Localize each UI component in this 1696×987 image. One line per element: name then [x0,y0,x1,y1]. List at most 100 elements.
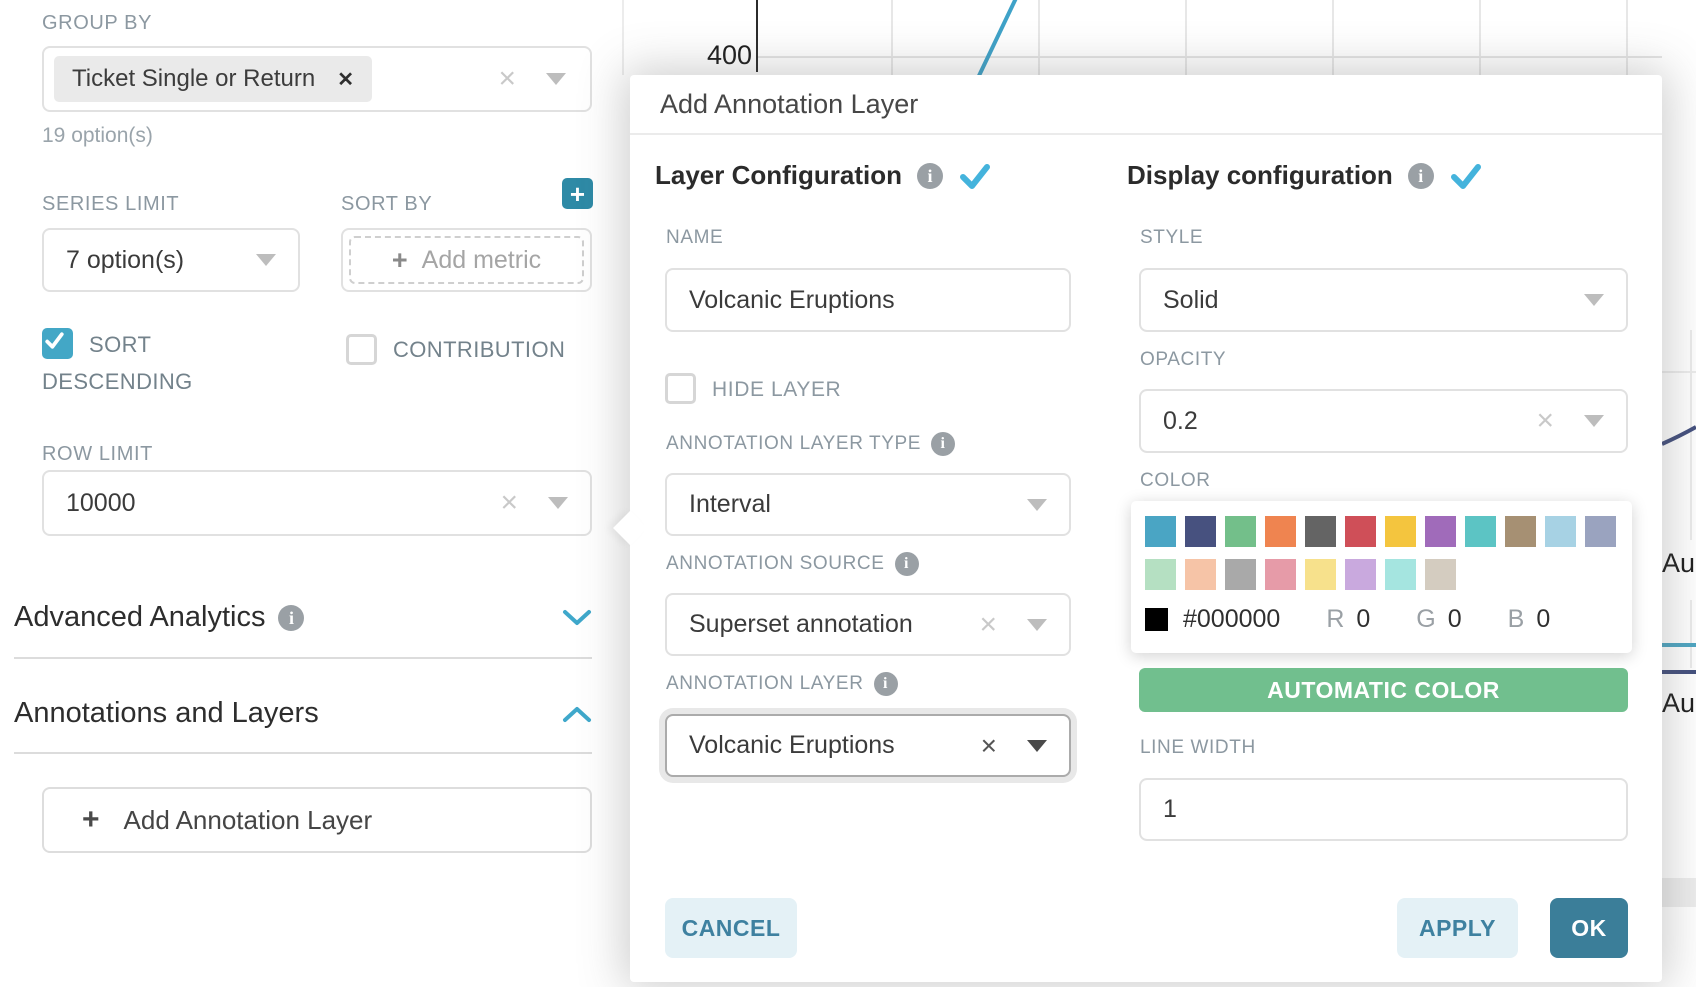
color-swatch[interactable] [1305,559,1336,590]
chart-line-navy-top [1661,425,1696,446]
color-swatch[interactable] [1385,516,1416,547]
chevron-down-icon[interactable] [548,497,568,509]
color-swatch[interactable] [1545,516,1576,547]
remove-tag-icon[interactable]: ✕ [337,68,354,91]
automatic-color-button[interactable]: AUTOMATIC COLOR [1139,668,1628,712]
add-metric-placeholder: Add metric [421,245,542,274]
color-swatch[interactable] [1145,516,1176,547]
green-channel-label: G [1416,605,1436,633]
color-swatch[interactable] [1185,559,1216,590]
contribution-label: CONTRIBUTION [393,337,566,362]
color-swatch[interactable] [1225,559,1256,590]
color-values-row: #000000 R 0 G 0 B 0 [1145,605,1618,634]
series-limit-select[interactable]: 7 option(s) [42,228,300,292]
color-swatch[interactable] [1425,516,1456,547]
green-channel-value[interactable]: 0 [1447,605,1462,633]
chevron-down-icon[interactable] [546,73,566,85]
chevron-down-icon[interactable] [256,254,276,266]
color-swatch[interactable] [1385,559,1416,590]
info-icon[interactable]: i [894,552,919,576]
chevron-down-icon[interactable] [1027,739,1047,752]
ok-button[interactable]: OK [1550,898,1628,958]
name-input[interactable]: Volcanic Eruptions [665,268,1071,332]
info-icon[interactable]: i [278,604,305,631]
group-by-select[interactable]: Ticket Single or Return ✕ × [42,46,592,112]
annotation-layer-type-label: ANNOTATION LAYER TYPE i [666,432,956,456]
info-icon[interactable]: i [873,672,898,696]
row-limit-value: 10000 [66,488,136,517]
annotation-layer-type-select[interactable]: Interval [665,473,1071,536]
color-swatch[interactable] [1505,516,1536,547]
clear-icon[interactable]: × [980,729,997,761]
advanced-analytics-section-header[interactable]: Advanced Analytics i [14,601,592,634]
sort-by-field: + Add metric [341,228,592,292]
group-by-tag[interactable]: Ticket Single or Return ✕ [54,56,372,102]
opacity-select[interactable]: 0.2 × [1139,389,1628,453]
clear-icon[interactable]: × [498,62,516,95]
annotations-section-header[interactable]: Annotations and Layers [14,697,592,730]
color-swatch[interactable] [1265,516,1296,547]
cancel-button[interactable]: CANCEL [665,898,797,958]
style-select[interactable]: Solid [1139,268,1628,332]
chart-area-right: Aug Aug [1661,0,1696,982]
add-annotation-layer-popover: Add Annotation Layer Layer Configuration… [613,75,1662,982]
sort-by-label: SORT BY [341,193,433,215]
add-metric-plus-button[interactable]: + [562,178,593,209]
add-metric-button[interactable]: + Add metric [349,236,584,284]
chevron-down-icon[interactable] [562,609,592,627]
group-by-options-hint: 19 option(s) [42,124,153,147]
name-value: Volcanic Eruptions [689,285,895,314]
group-by-label: GROUP BY [42,12,153,34]
series-limit-value: 7 option(s) [66,245,185,274]
chart-line-blue [974,0,1018,83]
contribution-checkbox[interactable] [346,334,377,365]
line-width-input[interactable]: 1 [1139,778,1628,841]
chevron-up-icon[interactable] [562,705,592,723]
red-channel-value[interactable]: 0 [1356,605,1371,633]
name-label: NAME [666,227,724,248]
info-icon[interactable]: i [931,432,956,456]
display-configuration-header: Display configuration i [1127,160,1483,191]
blue-channel-value[interactable]: 0 [1536,605,1551,633]
color-swatch[interactable] [1345,559,1376,590]
info-icon[interactable]: i [917,162,944,189]
hex-value[interactable]: #000000 [1183,605,1281,633]
color-label: COLOR [1140,470,1211,491]
chevron-down-icon[interactable] [1584,415,1604,427]
hide-layer-label: HIDE LAYER [712,378,842,401]
color-swatch[interactable] [1585,516,1616,547]
color-swatch[interactable] [1305,516,1336,547]
color-swatch[interactable] [1345,516,1376,547]
color-swatch[interactable] [1145,559,1176,590]
color-swatch[interactable] [1265,559,1296,590]
modal-header: Add Annotation Layer [630,75,1662,135]
sort-descending-checkbox[interactable] [42,328,73,359]
add-annotation-layer-button[interactable]: + Add Annotation Layer [42,787,592,853]
annotations-title: Annotations and Layers [14,697,319,729]
color-swatch[interactable] [1465,516,1496,547]
current-color-swatch [1145,608,1168,631]
chevron-down-icon[interactable] [1584,294,1604,306]
sort-descending-control[interactable]: SORT DESCENDING [42,326,292,400]
color-swatch[interactable] [1425,559,1456,590]
series-limit-label: SERIES LIMIT [42,193,180,215]
color-swatch[interactable] [1225,516,1256,547]
annotation-layer-select[interactable]: Volcanic Eruptions × [665,714,1071,777]
apply-button[interactable]: APPLY [1397,898,1518,958]
x-axis-tick-aug-1: Aug [1662,548,1696,578]
annotation-layer-type-value: Interval [689,490,771,518]
chevron-down-icon[interactable] [1027,498,1047,511]
info-icon[interactable]: i [1407,162,1434,189]
hide-layer-checkbox[interactable] [665,373,696,404]
clear-icon[interactable]: × [979,607,997,641]
row-limit-select[interactable]: 10000 × [42,470,592,536]
line-width-label: LINE WIDTH [1140,737,1256,758]
hide-layer-control[interactable]: HIDE LAYER [665,371,965,408]
chevron-down-icon[interactable] [1027,618,1047,631]
clear-icon[interactable]: × [1536,404,1554,437]
contribution-control[interactable]: CONTRIBUTION [346,331,606,368]
annotation-source-select[interactable]: Superset annotation × [665,593,1071,656]
clear-icon[interactable]: × [500,486,518,519]
color-swatch[interactable] [1185,516,1216,547]
annotation-source-label: ANNOTATION SOURCE i [666,552,919,576]
